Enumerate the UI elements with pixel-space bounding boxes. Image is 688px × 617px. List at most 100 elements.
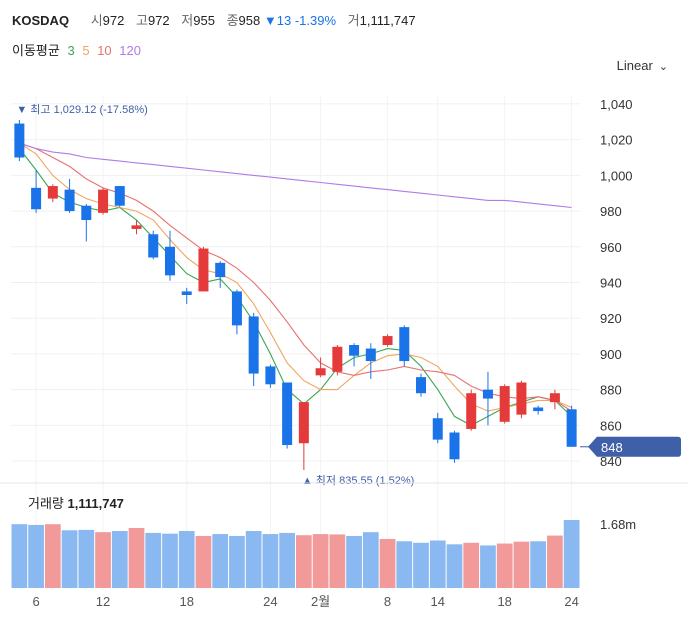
x-tick-label: 6 <box>32 594 39 609</box>
candle-body <box>298 402 309 444</box>
volume-bar <box>513 541 530 588</box>
x-tick-label: 24 <box>263 594 277 609</box>
moving-average-line-ma5 <box>19 142 572 412</box>
candle-body <box>432 418 443 440</box>
volume-bar <box>362 532 379 588</box>
x-tick-label: 8 <box>384 594 391 609</box>
quote-header: KOSDAQ 시972 고972 저955 종958 ▼13 -1.39% 거1… <box>12 10 416 29</box>
ma-period-5[interactable]: 5 <box>82 43 90 58</box>
volume-bar <box>212 534 229 588</box>
volume-bar <box>95 532 111 588</box>
volume-bar <box>178 531 195 588</box>
candle-body <box>315 368 326 376</box>
volume-bar <box>61 530 78 588</box>
change-percent: -1.39% <box>294 13 337 28</box>
volume-bar <box>379 538 396 588</box>
y-tick-label: 960 <box>600 240 622 255</box>
ma-period-10[interactable]: 10 <box>97 43 112 58</box>
candle-body <box>81 205 92 220</box>
x-tick-label: 18 <box>179 594 193 609</box>
low-value: 955 <box>193 13 215 28</box>
y-tick-label: 860 <box>600 418 622 433</box>
volume-bar <box>413 542 429 588</box>
candle-body <box>164 246 175 276</box>
change-value: 13 <box>276 13 292 28</box>
high-annotation: ▼ 최고 1,029.12 (-17.58%) <box>16 103 147 116</box>
candle-body <box>64 189 75 212</box>
volume-axis-label: 1.68m <box>600 517 636 532</box>
volume-bar <box>262 534 279 588</box>
y-tick-label: 1,000 <box>600 168 633 183</box>
y-tick-label: 1,020 <box>600 133 633 148</box>
volume-bar <box>245 531 262 588</box>
volume-bar <box>346 535 362 588</box>
volume-bar <box>329 534 346 588</box>
volume-bar <box>530 541 547 588</box>
candle-body <box>265 366 276 385</box>
x-tick-label: 12 <box>96 594 110 609</box>
candle-body <box>416 377 427 394</box>
candle-body <box>365 348 376 362</box>
x-tick-label: 14 <box>431 594 445 609</box>
y-tick-label: 940 <box>600 276 622 291</box>
candle-body <box>231 291 242 326</box>
candle-body <box>549 393 560 403</box>
volume-bar <box>396 541 413 588</box>
volume-bar <box>195 535 212 588</box>
candle-body <box>499 386 510 422</box>
candle-body <box>31 187 42 210</box>
candle-body <box>482 389 493 399</box>
scale-label: Linear <box>616 58 653 73</box>
volume-bar <box>563 520 580 588</box>
volume-bar <box>429 540 446 588</box>
candle-body <box>114 186 125 206</box>
chevron-down-icon: ⌄ <box>658 61 668 73</box>
close-label: 종 <box>226 13 239 28</box>
moving-average-label: 이동평균 <box>12 43 60 58</box>
y-tick-label: 980 <box>600 204 622 219</box>
candle-body <box>533 407 544 412</box>
x-tick-label: 18 <box>497 594 511 609</box>
volume-panel-title: 거래량 1,111,747 <box>28 493 124 512</box>
candle-body <box>47 186 58 199</box>
candle-body <box>198 248 209 292</box>
moving-average-line-ma10 <box>19 142 572 412</box>
volume-label: 거 <box>347 13 360 28</box>
candle-body <box>98 189 109 213</box>
candle-body <box>566 409 577 447</box>
volume-value: 1,111,747 <box>359 13 416 28</box>
ma-period-3[interactable]: 3 <box>67 43 75 58</box>
ma-period-120[interactable]: 120 <box>119 43 141 58</box>
volume-bar <box>547 535 563 588</box>
candle-body <box>449 432 460 460</box>
volume-bar <box>480 545 496 588</box>
volume-bar <box>111 531 128 588</box>
volume-panel-label: 거래량 <box>28 496 64 511</box>
volume-panel-value: 1,111,747 <box>67 496 124 511</box>
price-tag-background <box>588 436 681 457</box>
volume-bar <box>145 532 162 588</box>
candle-body <box>399 327 410 362</box>
y-tick-label: 920 <box>600 311 622 326</box>
volume-bar <box>11 524 28 588</box>
volume-bar <box>78 529 95 588</box>
volume-bar <box>446 544 463 588</box>
high-label: 고 <box>135 13 148 28</box>
volume-bar <box>128 527 145 588</box>
candle-body <box>382 336 393 345</box>
low-label: 저 <box>181 13 194 28</box>
y-tick-label: 840 <box>600 454 622 469</box>
moving-average-line-ma120 <box>19 142 572 209</box>
volume-bar <box>296 535 312 588</box>
scale-selector[interactable]: Linear ⌄ <box>617 58 668 73</box>
x-tick-label: 24 <box>564 594 578 609</box>
candle-body <box>466 393 477 429</box>
close-value: 958 <box>238 13 261 28</box>
candle-body <box>349 345 360 356</box>
candle-body <box>148 234 159 258</box>
y-tick-label: 880 <box>600 383 622 398</box>
candle-body <box>516 382 527 415</box>
candle-body <box>282 382 293 445</box>
volume-bar <box>279 532 295 588</box>
